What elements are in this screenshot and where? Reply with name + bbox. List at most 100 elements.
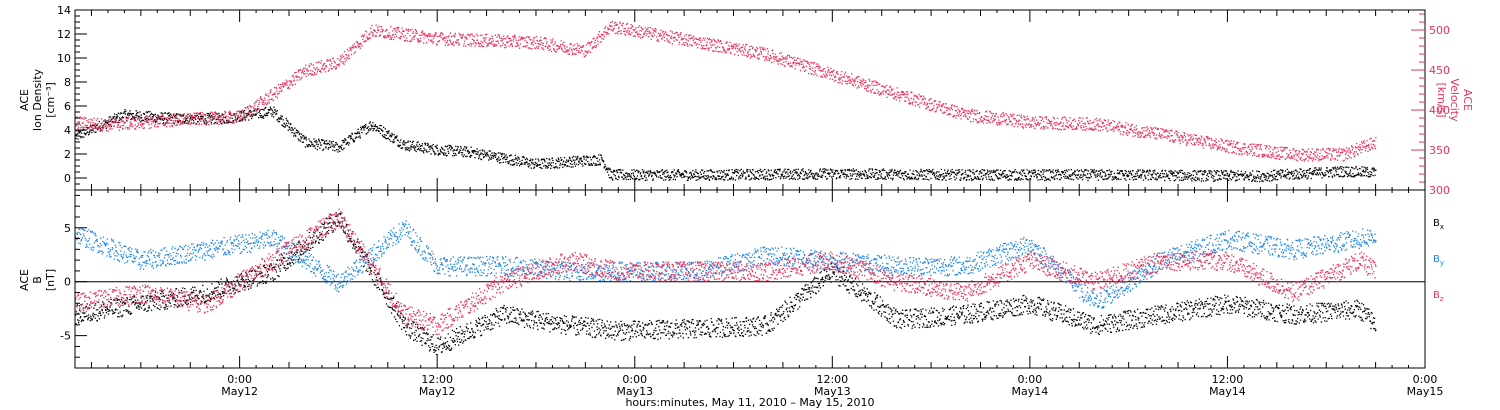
velocity-point — [506, 41, 509, 44]
density-point — [418, 143, 421, 146]
density-point — [576, 159, 578, 161]
density-point — [532, 162, 534, 164]
density-point — [411, 143, 413, 146]
density-point — [948, 178, 950, 180]
density-point — [580, 157, 582, 159]
velocity-point — [409, 29, 411, 31]
density-point — [1101, 175, 1103, 177]
velocity-point — [851, 78, 853, 80]
velocity-point — [397, 29, 399, 31]
velocity-point — [804, 60, 807, 62]
density-point — [1076, 169, 1078, 171]
velocity-point — [520, 36, 522, 38]
density-point — [1172, 171, 1175, 173]
density-point — [1145, 177, 1147, 179]
density-point — [1305, 174, 1307, 176]
density-point — [1234, 175, 1236, 177]
velocity-point — [158, 122, 161, 124]
velocity-point — [799, 62, 801, 64]
density-point — [1265, 177, 1267, 179]
density-point — [543, 158, 545, 160]
density-point — [460, 145, 462, 148]
velocity-point — [182, 120, 184, 122]
density-point — [796, 171, 798, 173]
density-point — [1142, 171, 1144, 174]
density-point — [1288, 171, 1290, 173]
velocity-point — [145, 121, 147, 123]
density-point — [893, 171, 895, 173]
density-point — [886, 172, 888, 174]
density-point — [1284, 176, 1286, 178]
density-point — [856, 173, 859, 175]
velocity-point — [341, 56, 343, 58]
density-point — [920, 168, 922, 171]
density-point — [204, 121, 206, 123]
density-point — [1157, 176, 1160, 178]
density-point — [1097, 174, 1099, 176]
velocity-point — [226, 118, 228, 120]
density-point — [236, 118, 239, 120]
velocity-point — [805, 69, 807, 71]
density-point — [173, 123, 176, 125]
density-point — [415, 146, 417, 148]
density-point — [676, 173, 678, 175]
density-point — [749, 169, 751, 171]
density-point — [1057, 169, 1059, 171]
density-point — [261, 117, 263, 119]
velocity-point — [141, 123, 143, 125]
density-point — [633, 176, 636, 178]
density-point — [683, 176, 685, 178]
density-point — [513, 163, 516, 165]
density-point — [1153, 172, 1155, 174]
velocity-point — [495, 45, 497, 47]
density-point — [1158, 175, 1160, 177]
velocity-point — [308, 65, 311, 68]
density-point — [194, 115, 196, 117]
density-point — [708, 178, 710, 180]
density-point — [1140, 175, 1142, 177]
density-point — [478, 157, 480, 160]
density-point — [151, 116, 154, 118]
density-point — [1303, 169, 1305, 172]
velocity-point — [476, 39, 479, 41]
density-point — [629, 178, 631, 180]
density-point — [957, 172, 960, 174]
density-point — [884, 169, 886, 172]
density-point — [1098, 170, 1100, 172]
velocity-point — [698, 37, 701, 40]
density-point — [89, 129, 91, 131]
density-point — [859, 176, 861, 178]
velocity-point — [712, 50, 714, 52]
velocity-point — [583, 53, 585, 55]
velocity-point — [687, 40, 689, 42]
velocity-point — [82, 122, 84, 124]
density-point — [1026, 169, 1028, 171]
velocity-point — [248, 111, 250, 113]
density-point — [990, 176, 992, 178]
density-point — [1302, 174, 1305, 176]
density-point — [773, 171, 775, 173]
velocity-point — [348, 50, 350, 52]
velocity-point — [695, 44, 697, 46]
density-point — [575, 156, 577, 158]
density-point — [1010, 179, 1012, 181]
velocity-point — [643, 32, 646, 35]
velocity-point — [194, 116, 196, 118]
velocity-point — [297, 75, 299, 78]
density-point — [235, 119, 237, 121]
velocity-point — [101, 130, 103, 132]
velocity-point — [671, 35, 673, 37]
density-point — [280, 118, 283, 120]
density-point — [815, 178, 817, 180]
density-point — [929, 171, 931, 173]
density-point — [602, 160, 604, 162]
density-point — [315, 143, 318, 145]
velocity-point — [696, 47, 699, 49]
density-point — [449, 145, 451, 147]
density-point — [1371, 171, 1373, 174]
density-point — [253, 110, 256, 112]
density-point — [1146, 170, 1148, 172]
density-point — [160, 112, 163, 114]
density-point — [550, 167, 552, 169]
density-point — [558, 158, 560, 160]
